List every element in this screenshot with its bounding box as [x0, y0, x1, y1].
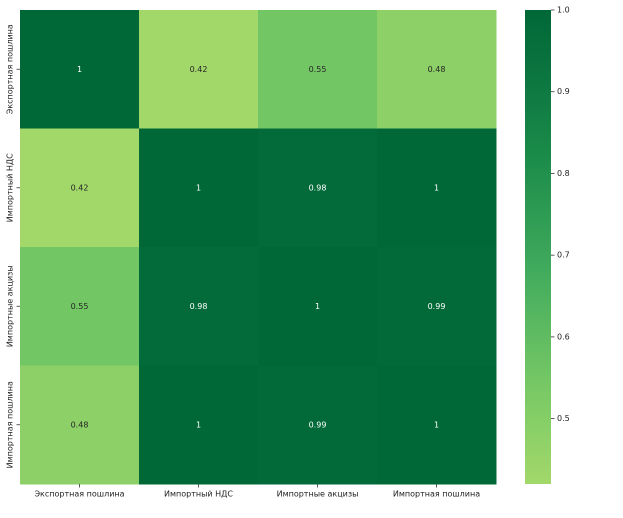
- cell-value-label: 1: [434, 420, 439, 429]
- cell-value-label: 0.48: [428, 65, 446, 74]
- y-tick-label: Импортный НДС: [6, 153, 15, 222]
- colorbar-tick-label: 0.8: [557, 169, 570, 178]
- cell-value-label: 0.42: [190, 65, 208, 74]
- heatmap-cell: [139, 10, 259, 129]
- colorbar-tick-label: 1.0: [557, 6, 570, 15]
- heatmap-cells: 1 0.42 0.55 0.48 0.42 1 0.98 1 0.55 0.98 1 0.99 0.48…: [20, 10, 497, 485]
- colorbar-tick-label: 0.7: [557, 251, 570, 260]
- cell-value-label: 0.98: [190, 302, 208, 311]
- cell-value-label: 1: [196, 420, 201, 429]
- cell-value-label: 1: [77, 65, 82, 74]
- heatmap-cell: [258, 128, 378, 248]
- heatmap-cell: [139, 128, 259, 248]
- y-tick-label: Импортная пошлина: [6, 381, 15, 468]
- cell-value-label: 1: [315, 302, 320, 311]
- colorbar-tick-label: 0.6: [557, 332, 570, 341]
- heatmap-cell: [20, 128, 140, 248]
- heatmap-cell: [20, 365, 140, 485]
- heatmap-cell: [377, 365, 497, 485]
- cell-value-label: 0.55: [71, 302, 89, 311]
- heatmap-cell: [377, 10, 497, 129]
- colorbar-tick-label: 0.9: [557, 87, 570, 96]
- heatmap-cell: [139, 247, 259, 366]
- heatmap-cell: [377, 247, 497, 366]
- cell-value-label: 1: [196, 183, 201, 192]
- cell-value-label: 0.98: [309, 183, 327, 192]
- cell-value-label: 0.99: [309, 420, 327, 429]
- heatmap-cell: [258, 247, 378, 366]
- y-axis-ticks: Экспортная пошлина Импортный НДС Импортные…: [6, 24, 20, 468]
- cell-value-label: 0.48: [71, 420, 89, 429]
- cell-value-label: 0.55: [309, 65, 327, 74]
- x-tick-label: Импортный НДС: [164, 490, 233, 499]
- x-tick-label: Импортная пошлина: [393, 490, 480, 499]
- cell-value-label: 0.42: [71, 183, 89, 192]
- heatmap-cell: [258, 365, 378, 485]
- x-axis-ticks: Экспортная пошлина Импортный НДС Импортные…: [34, 484, 480, 499]
- y-tick-label: Экспортная пошлина: [6, 24, 15, 114]
- heatmap-cell: [20, 247, 140, 366]
- cell-value-label: 1: [434, 183, 439, 192]
- x-tick-label: Импортные акцизы: [277, 490, 359, 499]
- colorbar-gradient: [525, 10, 551, 484]
- heatmap-cell: [258, 10, 378, 129]
- heatmap-cell: [139, 365, 259, 485]
- heatmap-cell: [377, 128, 497, 248]
- y-tick-label: Импортные акцизы: [6, 265, 15, 347]
- colorbar-tick-label: 0.5: [557, 414, 570, 423]
- x-tick-label: Экспортная пошлина: [34, 490, 124, 499]
- cell-value-label: 0.99: [428, 302, 446, 311]
- heatmap-cell: [20, 10, 140, 129]
- colorbar: 1.0 0.9 0.8 0.7 0.6 0.5: [525, 6, 570, 484]
